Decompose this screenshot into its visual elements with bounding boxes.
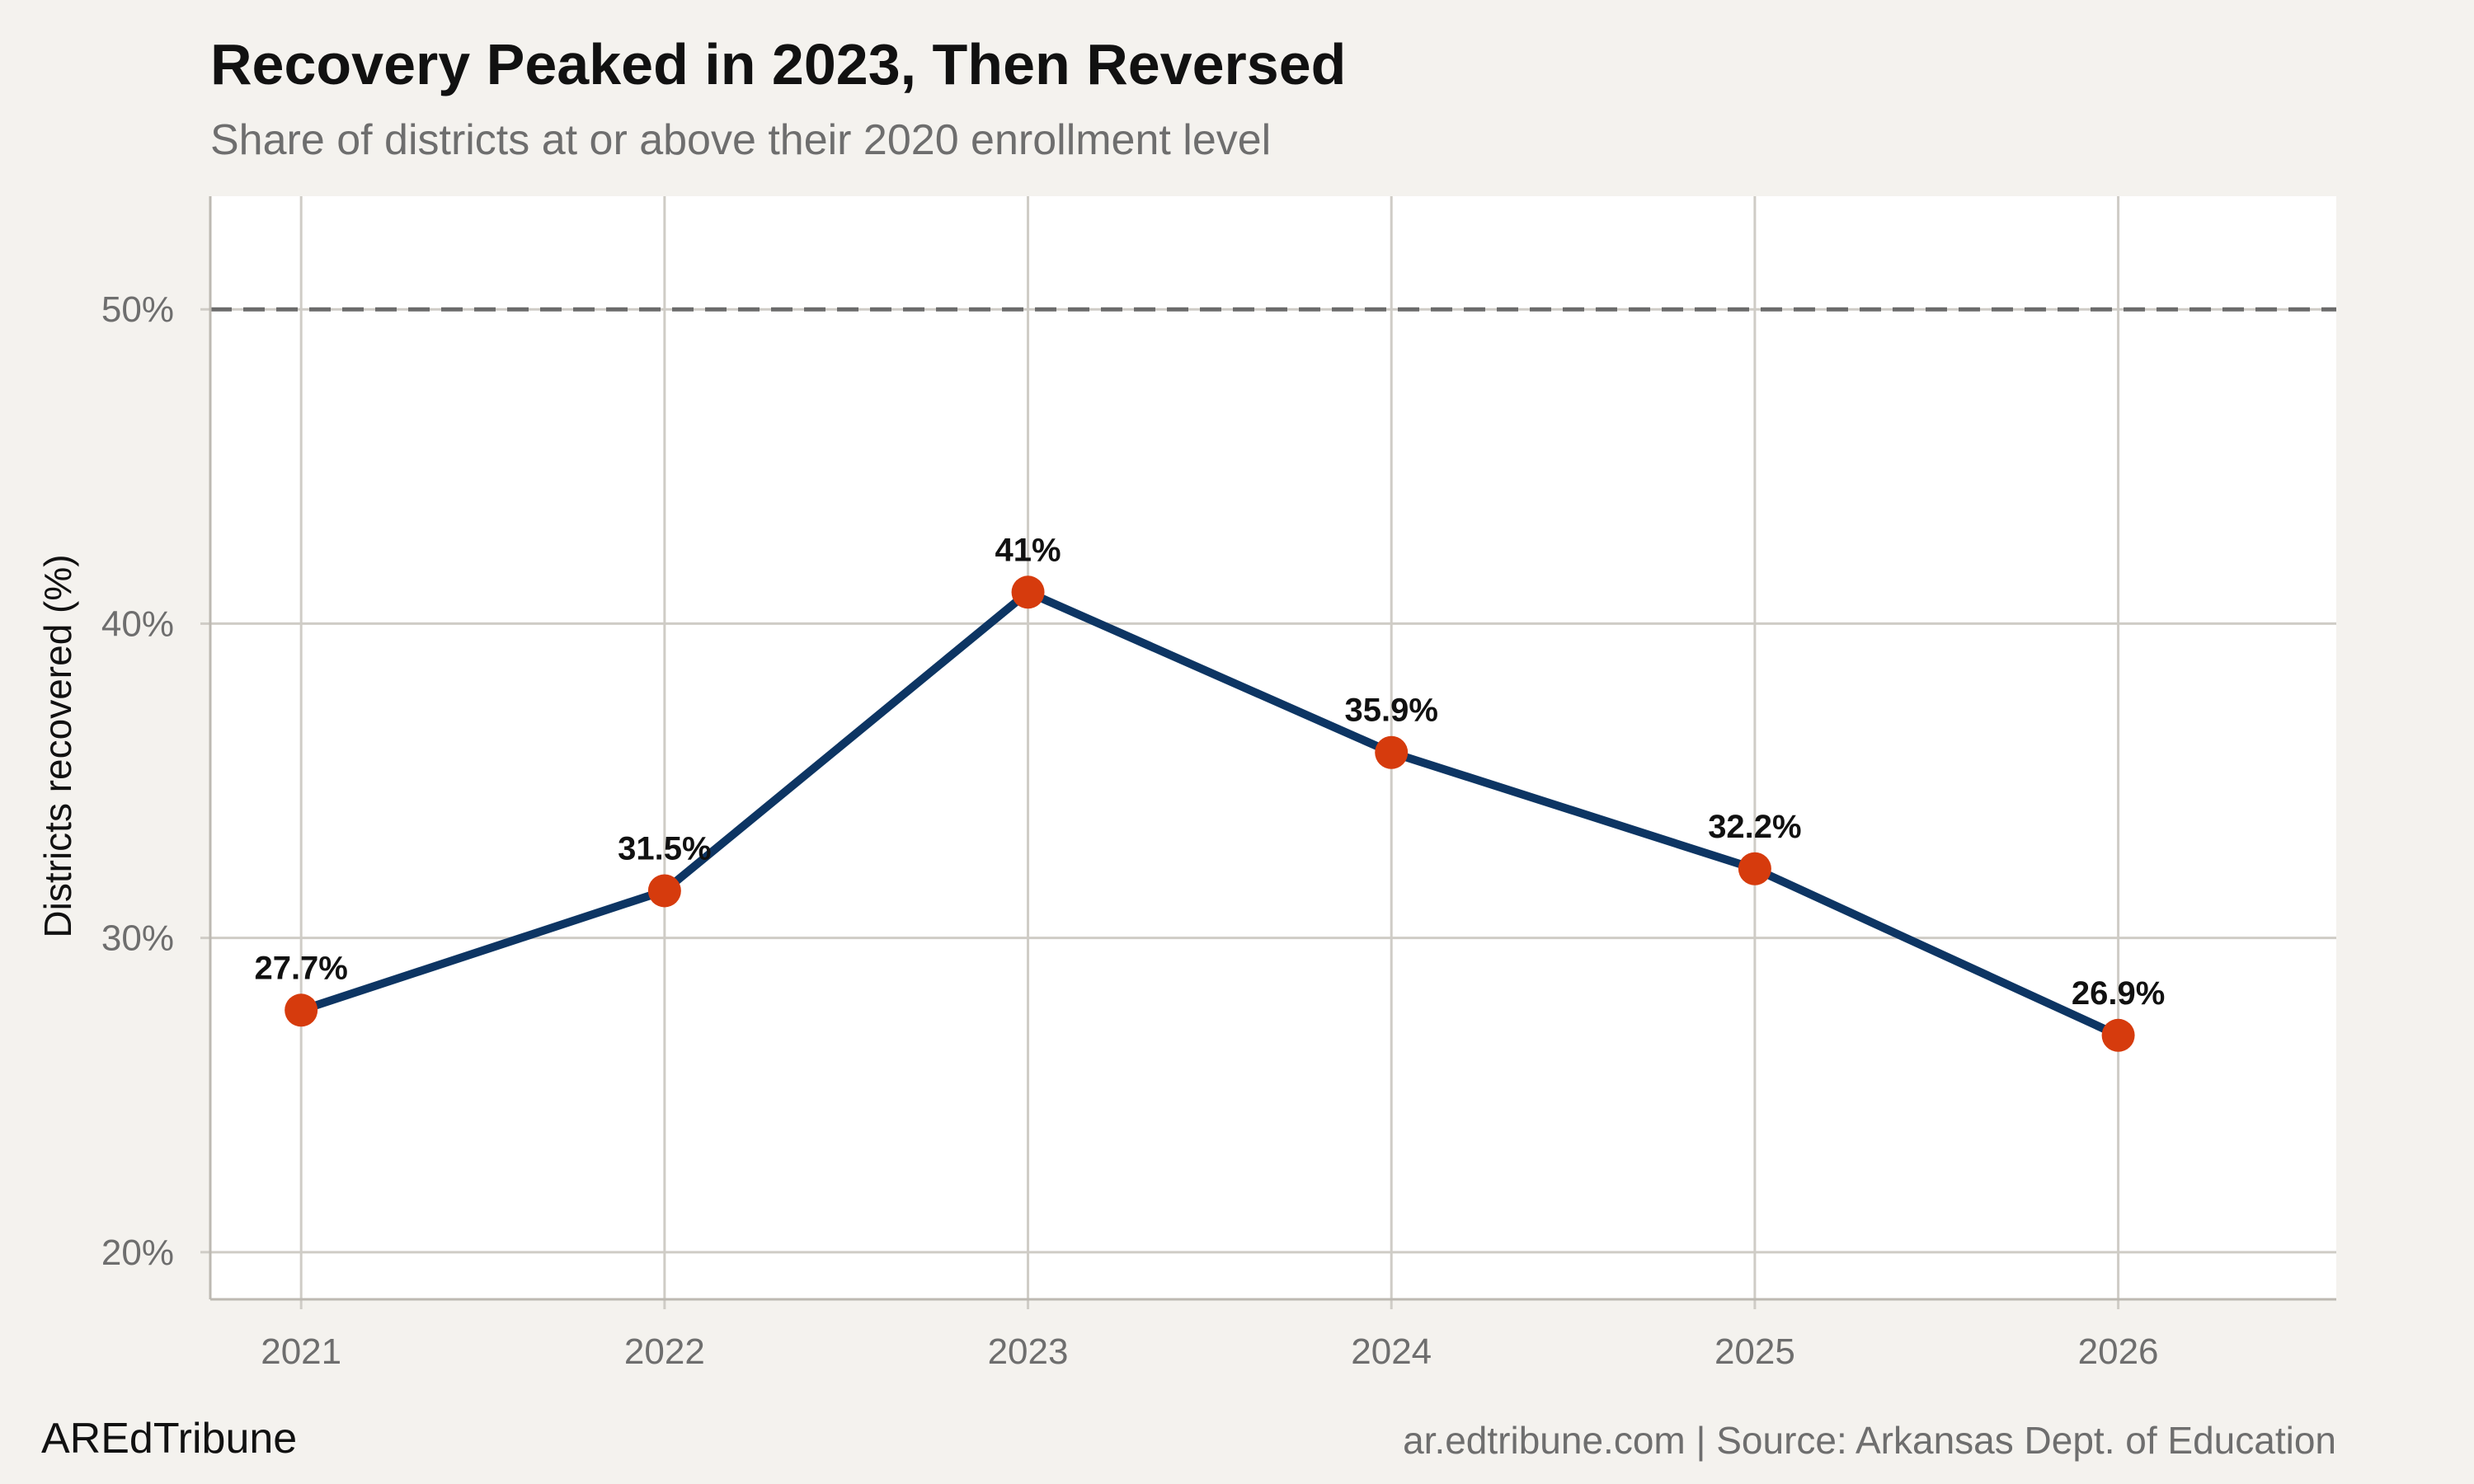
- data-point: [1011, 575, 1045, 609]
- x-tick-label: 2022: [624, 1331, 705, 1372]
- data-label: 26.9%: [2072, 975, 2165, 1012]
- x-tick-label: 2024: [1351, 1331, 1432, 1372]
- y-axis-title: Districts recovered (%): [36, 554, 79, 937]
- data-label: 41%: [995, 532, 1061, 568]
- series-line: [297, 588, 2123, 1040]
- series-line-layer: [297, 588, 2123, 1040]
- data-point: [1375, 735, 1409, 769]
- data-label: 31.5%: [618, 830, 711, 866]
- plot-panel: [210, 196, 2336, 1299]
- chart-title: Recovery Peaked in 2023, Then Reversed: [210, 32, 1347, 96]
- data-label: 27.7%: [254, 950, 347, 986]
- brand-logo-text: AREdTribune: [41, 1415, 298, 1463]
- chart-subtitle: Share of districts at or above their 202…: [210, 116, 1272, 164]
- data-label: 32.2%: [1708, 809, 1801, 845]
- x-tick-label: 2025: [1714, 1331, 1795, 1372]
- axes: [209, 196, 2336, 1301]
- y-tick-label: 50%: [101, 289, 174, 330]
- data-point: [1738, 852, 1771, 885]
- data-point: [2101, 1018, 2135, 1052]
- tick-labels: 20% 30% 40% 50% 2021 2022 2023 2024 2025 2026: [101, 289, 2159, 1372]
- y-tick-label: 30%: [101, 918, 174, 959]
- data-labels: 27.7% 31.5% 41% 35.9% 32.2% 26.9%: [254, 532, 2165, 1011]
- data-points: [285, 575, 2135, 1052]
- x-tick-label: 2026: [2078, 1331, 2159, 1372]
- y-tick-label: 40%: [101, 603, 174, 644]
- y-tick-label: 20%: [101, 1233, 174, 1273]
- data-point: [285, 993, 318, 1027]
- x-tick-label: 2021: [261, 1331, 341, 1372]
- data-label: 35.9%: [1345, 693, 1438, 729]
- data-point: [647, 874, 681, 908]
- source-credit: ar.edtribune.com | Source: Arkansas Dept…: [1403, 1419, 2336, 1462]
- x-tick-label: 2023: [988, 1331, 1069, 1372]
